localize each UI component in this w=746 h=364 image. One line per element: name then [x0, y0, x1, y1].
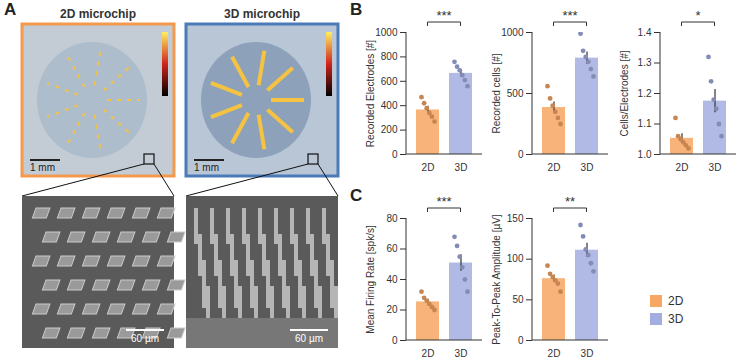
svg-text:20: 20 — [386, 304, 398, 315]
svg-text:100: 100 — [507, 253, 524, 264]
svg-text:1000: 1000 — [375, 27, 398, 38]
svg-text:0: 0 — [392, 149, 398, 160]
html-text:A: A — [4, 0, 17, 19]
svg-text:600: 600 — [381, 76, 398, 87]
svg-text:0: 0 — [392, 335, 398, 346]
svg-text:3D: 3D — [581, 162, 594, 173]
svg-text:80: 80 — [386, 213, 398, 224]
svg-text:2D: 2D — [676, 162, 689, 173]
svg-text:Peak-To-Peak Amplitude [µV]: Peak-To-Peak Amplitude [µV] — [491, 214, 502, 344]
svg-text:2D: 2D — [422, 162, 435, 173]
svg-text:2D: 2D — [548, 162, 561, 173]
svg-text:40: 40 — [386, 274, 398, 285]
svg-text:Recorded Electrodes [#]: Recorded Electrodes [#] — [365, 40, 376, 148]
svg-text:*: * — [695, 8, 700, 23]
svg-text:400: 400 — [381, 100, 398, 111]
svg-text:60 µm: 60 µm — [295, 333, 323, 344]
html-text:3D: 3D — [668, 312, 684, 326]
svg-text:Recorded cells [#]: Recorded cells [#] — [491, 53, 502, 133]
svg-text:3D: 3D — [455, 348, 468, 359]
svg-text:60 µm: 60 µm — [131, 333, 159, 344]
svg-text:3D: 3D — [709, 162, 722, 173]
svg-text:**: ** — [565, 194, 575, 209]
svg-text:200: 200 — [381, 124, 398, 135]
svg-text:500: 500 — [507, 88, 524, 99]
svg-text:***: *** — [562, 8, 577, 23]
svg-text:***: *** — [436, 194, 451, 209]
svg-text:50: 50 — [512, 294, 524, 305]
svg-text:2D: 2D — [548, 348, 561, 359]
svg-text:***: *** — [436, 8, 451, 23]
svg-text:Mean Firing Rate [spk/s]: Mean Firing Rate [spk/s] — [365, 225, 376, 334]
svg-text:1.2: 1.2 — [638, 88, 652, 99]
svg-text:60: 60 — [386, 243, 398, 254]
svg-text:1000: 1000 — [501, 27, 524, 38]
html-text:2D: 2D — [668, 294, 684, 308]
svg-text:1.3: 1.3 — [638, 57, 652, 68]
svg-text:3D microchip: 3D microchip — [224, 7, 300, 21]
svg-text:0: 0 — [518, 149, 524, 160]
svg-text:1 mm: 1 mm — [30, 162, 55, 173]
svg-text:1.1: 1.1 — [638, 118, 652, 129]
svg-text:3D: 3D — [581, 348, 594, 359]
html-text:B: B — [350, 0, 363, 19]
svg-text:150: 150 — [507, 213, 524, 224]
svg-text:1.0: 1.0 — [638, 149, 652, 160]
svg-text:2D: 2D — [422, 348, 435, 359]
svg-text:2D microchip: 2D microchip — [60, 7, 136, 21]
svg-text:3D: 3D — [455, 162, 468, 173]
svg-text:Cells/Electrodes [#]: Cells/Electrodes [#] — [619, 50, 630, 136]
html-text:C: C — [350, 186, 363, 205]
svg-text:1 mm: 1 mm — [194, 162, 219, 173]
svg-text:0: 0 — [518, 335, 524, 346]
svg-text:1.4: 1.4 — [638, 27, 652, 38]
svg-text:800: 800 — [381, 51, 398, 62]
